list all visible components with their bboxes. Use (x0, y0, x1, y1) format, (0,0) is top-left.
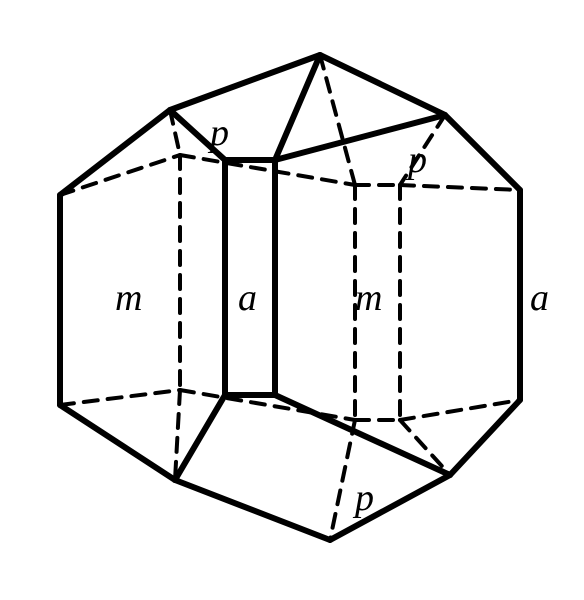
solid-edge (445, 115, 520, 190)
dashed-edge (320, 55, 355, 185)
face-label-p: p (352, 477, 374, 519)
dashed-edge (400, 185, 520, 190)
face-label-p: p (207, 112, 229, 154)
face-label-m: m (355, 277, 382, 319)
solid-edge (60, 110, 170, 195)
solid-edge (320, 55, 445, 115)
dashed-edge (60, 155, 180, 195)
solid-edge (60, 405, 175, 480)
solid-edge (175, 480, 330, 540)
dashed-edge (330, 420, 355, 540)
face-label-m: m (115, 277, 142, 319)
solid-edge (330, 475, 450, 540)
dashed-edge (60, 390, 180, 405)
solid-edge (275, 395, 450, 475)
face-label-p: p (405, 139, 427, 181)
crystal-diagram: p p m a m a p (0, 0, 584, 600)
face-label-a: a (530, 277, 549, 319)
dashed-edge (175, 390, 180, 480)
face-labels: p p m a m a p (115, 112, 549, 519)
face-label-a: a (238, 277, 257, 319)
solid-edge (175, 395, 225, 480)
